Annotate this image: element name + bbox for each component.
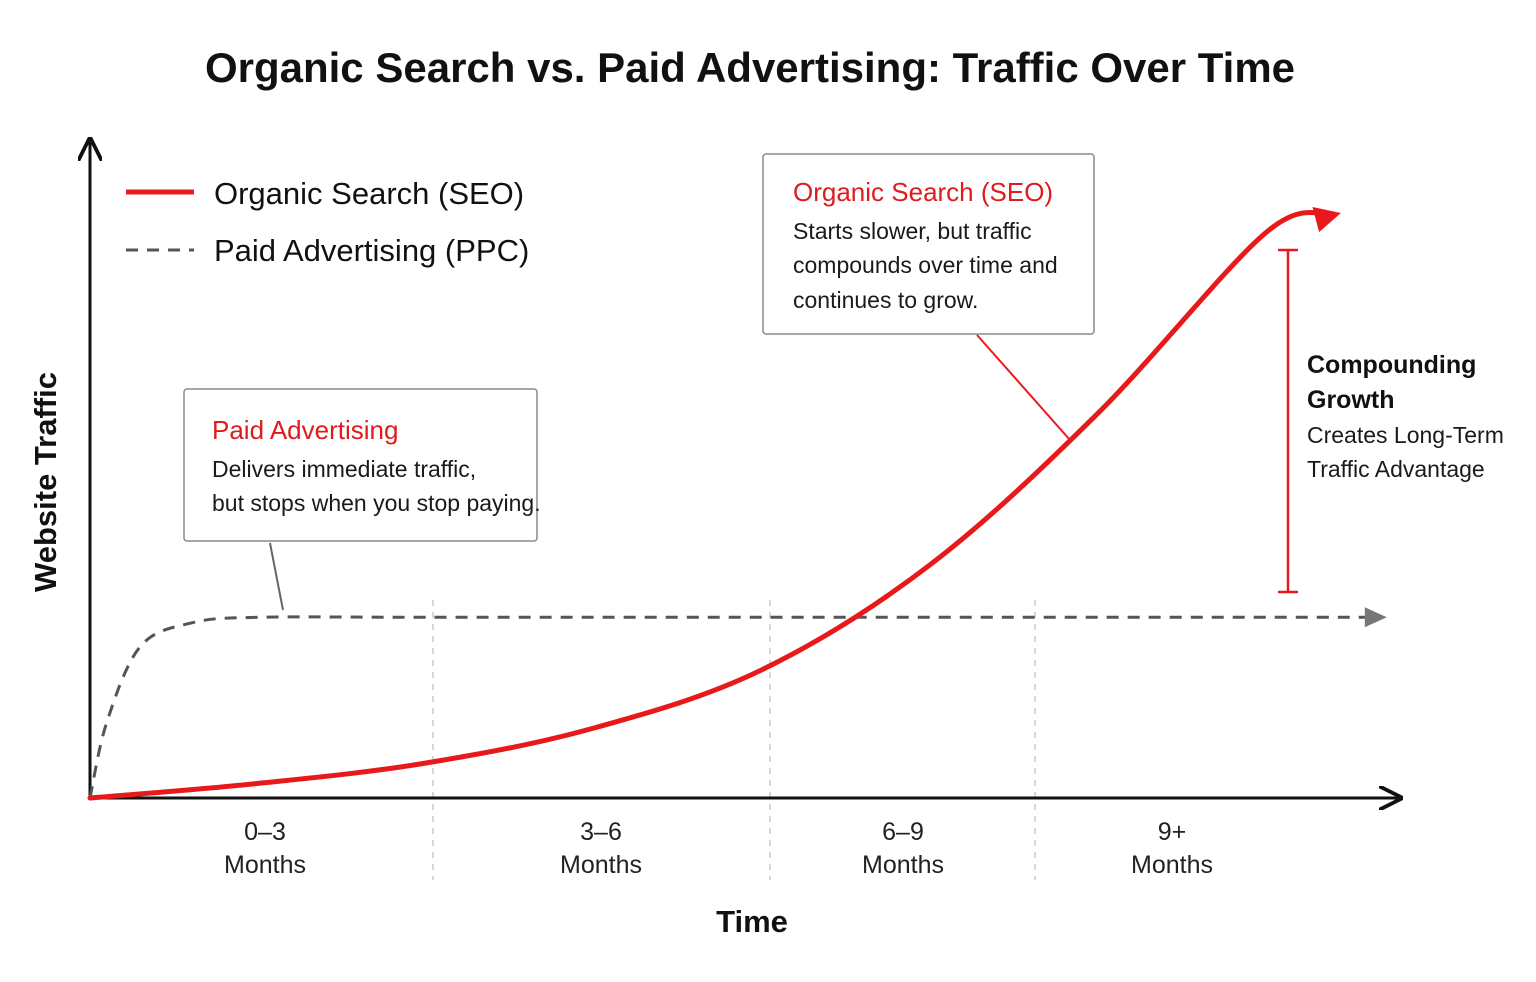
paid-annotation-line: Delivers immediate traffic, [212,456,476,482]
period-separators [432,600,1036,880]
organic-annotation-line: Starts slower, but traffic [793,218,1032,244]
legend: Organic Search (SEO) Paid Advertising (P… [126,176,529,268]
compounding-growth-annotation: Compounding Growth Creates Long-Term Tra… [1278,248,1504,594]
x-tick-label: 0–3 Months [224,818,306,879]
legend-label-ppc: Paid Advertising (PPC) [214,233,529,268]
growth-title-line: Growth [1307,386,1395,414]
organic-annotation-box [762,153,1095,335]
x-tick-label: 6–9 Months [862,818,944,879]
series-group [87,207,1387,801]
organic-annotation-leader [976,334,1071,441]
x-tick-label: 3–6 Months [560,818,642,879]
x-tick-label: 9+ Months [1131,818,1213,879]
paid-annotation: Paid Advertising Delivers immediate traf… [183,388,541,611]
series-arrowhead-ppc [1364,607,1387,628]
paid-annotation-leader [269,542,284,611]
chart-title: Organic Search vs. Paid Advertising: Tra… [205,44,1295,91]
growth-body-line: Traffic Advantage [1307,456,1485,482]
paid-annotation-box [183,388,538,542]
x-axis-label: Time [716,904,788,939]
series-line-seo [87,209,1336,801]
paid-annotation-title: Paid Advertising [212,415,398,445]
growth-title-line: Compounding [1307,351,1476,379]
organic-annotation-title: Organic Search (SEO) [793,177,1053,207]
growth-body-line: Creates Long-Term [1307,422,1504,448]
series-arrowhead-seo [1312,207,1341,233]
legend-label-seo: Organic Search (SEO) [214,176,524,211]
series-line-ppc [88,615,1367,799]
organic-annotation-line: continues to grow. [793,287,978,313]
organic-annotation: Organic Search (SEO) Starts slower, but … [762,153,1095,441]
organic-annotation-line: compounds over time and [793,252,1058,278]
y-axis-label: Website Traffic [28,372,63,592]
paid-annotation-line: but stops when you stop paying. [212,490,541,516]
x-tick-labels: 0–3 Months 3–6 Months 6–9 Months 9+ Months [224,818,1213,879]
